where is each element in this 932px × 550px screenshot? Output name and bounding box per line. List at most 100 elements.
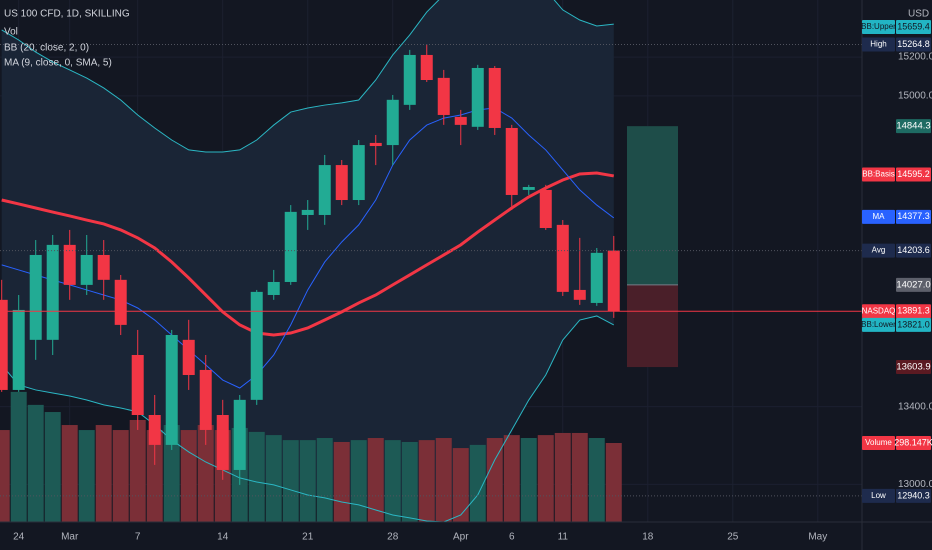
x-tick-label: 14: [217, 532, 229, 543]
price-badge: [896, 304, 931, 319]
volume-bar: [605, 442, 622, 522]
x-tick-label: 28: [387, 532, 399, 543]
candle-body: [437, 77, 450, 115]
price-badge: [896, 360, 931, 375]
candle-body: [607, 250, 620, 312]
chart-title: US 100 CFD, 1D, SKILLING: [4, 9, 130, 20]
candle-body: [318, 165, 331, 215]
badge-name-box: [862, 488, 895, 503]
volume-bar: [78, 430, 95, 522]
candle-body: [216, 414, 229, 470]
candle-body: [369, 142, 382, 147]
volume-bar: [10, 391, 27, 522]
price-badge-label: 13603.9: [896, 362, 930, 373]
badge-name-box: [862, 20, 895, 34]
volume-bar: [146, 430, 163, 522]
badge-name-box: [862, 435, 895, 450]
price-badge: [896, 119, 931, 134]
x-tick-label: Mar: [61, 532, 79, 543]
candle-body: [301, 209, 314, 215]
position-target: [627, 126, 678, 285]
candle-body: [454, 116, 467, 125]
volume-bar: [503, 435, 520, 522]
y-tick-label: 15000.0: [898, 91, 932, 102]
volume-bar: [265, 435, 282, 522]
candle-body: [114, 279, 127, 325]
price-badge-label: 14595.2: [897, 169, 930, 179]
candle-body: [590, 252, 603, 303]
candle-body: [250, 291, 263, 400]
candle-body: [335, 165, 348, 201]
price-badge: [896, 435, 931, 450]
volume-bar: [486, 438, 503, 522]
volume-bar: [401, 441, 418, 522]
candle-body: [420, 54, 433, 81]
y-tick-label: 13400.0: [898, 401, 932, 412]
volume-bar: [452, 448, 469, 522]
price-badge-label: 14377.3: [897, 211, 930, 221]
volume-bar: [571, 432, 588, 522]
candle-body: [46, 244, 59, 340]
price-badge: [896, 20, 931, 34]
volume-bar: [180, 430, 197, 522]
volume-bar: [299, 440, 316, 522]
legend: US 100 CFD, 1D, SKILLING Vol BB (20, clo…: [4, 9, 130, 69]
volume-bar: [316, 438, 333, 522]
candle-body: [80, 254, 93, 285]
price-badge-label: 12940.3: [897, 490, 930, 500]
price-badge-label: 298.147K: [894, 437, 932, 447]
candle-body: [403, 54, 416, 105]
badge-name-box: [862, 243, 895, 258]
position-stop: [627, 284, 678, 368]
candle-body: [0, 299, 8, 390]
volume-bar: [367, 438, 384, 522]
price-badge: [896, 37, 931, 52]
badge-name: BB:Lower: [861, 320, 896, 329]
indicator-line: [1, 0, 614, 153]
price-badge: [896, 209, 931, 224]
candle-body: [233, 399, 246, 470]
candle-body: [12, 309, 25, 390]
plot-area: [0, 0, 862, 522]
volume-bar: [588, 438, 605, 522]
legend-item: MA (9, close, 0, SMA, 5): [4, 58, 112, 69]
x-tick-label: Apr: [453, 532, 469, 543]
candle-body: [539, 189, 552, 228]
x-tick-label: 18: [642, 532, 654, 543]
price-badge: [896, 488, 931, 503]
price-badge: [896, 243, 931, 258]
price-badge-label: 15659.4: [897, 21, 930, 31]
legend-item: BB (20, close, 2, 0): [4, 43, 89, 54]
badge-name: BB:Upper: [861, 22, 896, 31]
price-badge-label: 14203.6: [897, 245, 930, 255]
x-tick-label: 6: [509, 532, 515, 543]
price-badge: [896, 317, 931, 332]
candle-body: [352, 145, 365, 201]
price-badge: [896, 167, 931, 182]
volume-bar: [112, 430, 129, 522]
volume-bar: [384, 440, 401, 522]
volume-bar: [0, 430, 10, 522]
badge-name: MA: [873, 212, 886, 221]
volume-bar: [350, 440, 367, 522]
badge-name-box: [862, 37, 895, 52]
volume-bar: [197, 425, 214, 522]
volume-bar: [537, 435, 554, 522]
candle-body: [199, 369, 212, 430]
badge-name-box: [862, 167, 895, 182]
candle-body: [182, 339, 195, 375]
volume-bar: [95, 425, 112, 522]
candle-body: [165, 334, 178, 445]
candle-body: [267, 281, 280, 295]
candle-body: [488, 67, 501, 128]
x-tick-label: May: [808, 532, 827, 543]
price-badge-label: 13821.0: [897, 319, 930, 329]
candle-body: [386, 99, 399, 146]
badge-name-box: [862, 317, 895, 332]
x-tick-label: 25: [727, 532, 739, 543]
x-tick-label: 11: [558, 532, 569, 543]
volume-bar: [248, 431, 265, 522]
candle-body: [505, 127, 518, 195]
